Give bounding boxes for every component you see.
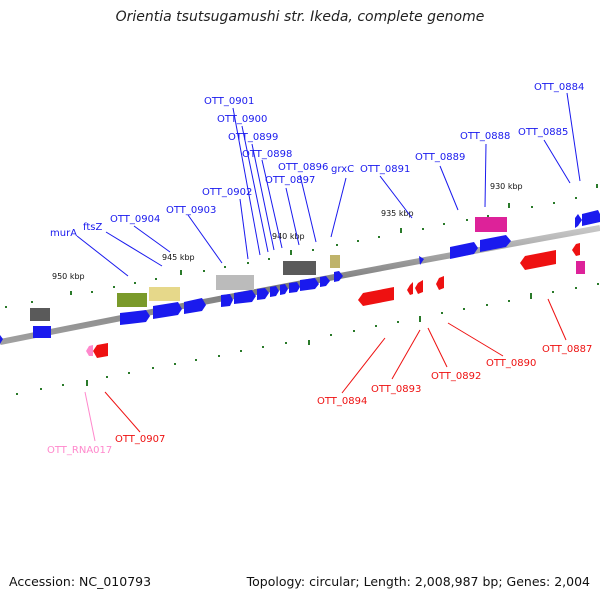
gene-arrow[interactable] <box>120 310 150 325</box>
gene-arrow[interactable] <box>257 288 269 300</box>
gene-arrow[interactable] <box>221 294 233 307</box>
rna-leader-line <box>84 391 96 442</box>
gene-label-ott-0904[interactable]: OTT_0904 <box>110 214 160 225</box>
gene-label-ott-0902[interactable]: OTT_0902 <box>202 187 252 198</box>
gene-arrow[interactable] <box>436 276 444 290</box>
gene-arrow[interactable] <box>334 271 343 282</box>
tick-track-upper <box>5 184 598 308</box>
gene-arrow[interactable] <box>93 343 108 358</box>
gene-label-ott-0898[interactable]: OTT_0898 <box>242 149 292 160</box>
gene-arrow[interactable] <box>575 214 582 228</box>
forward-strand-features <box>0 210 600 344</box>
gene-label-ott-0894[interactable]: OTT_0894 <box>317 396 367 407</box>
gene-arrow[interactable] <box>582 210 600 226</box>
scale-label-945: 945 kbp <box>162 253 195 262</box>
gene-arrow[interactable] <box>520 250 556 270</box>
gene-arrow[interactable] <box>184 298 206 314</box>
gene-label-ftsz[interactable]: ftsZ <box>83 222 102 233</box>
gene-arrow[interactable] <box>415 280 423 294</box>
gene-label-ott-0885[interactable]: OTT_0885 <box>518 127 568 138</box>
gene-arrow[interactable] <box>450 242 478 259</box>
gene-arrow[interactable] <box>480 235 511 252</box>
gene-box[interactable] <box>216 275 254 290</box>
gene-label-ott-0888[interactable]: OTT_0888 <box>460 131 510 142</box>
gene-arrow[interactable] <box>270 286 279 297</box>
gene-arrow[interactable] <box>572 243 580 256</box>
gene-box[interactable] <box>576 261 585 274</box>
tick-track-lower <box>16 283 599 395</box>
gene-box[interactable] <box>149 287 180 301</box>
genome-summary-text: Topology: circular; Length: 2,008,987 bp… <box>246 574 590 589</box>
gene-box[interactable] <box>283 261 316 275</box>
gene-label-ott-0893[interactable]: OTT_0893 <box>371 384 421 395</box>
forward-leader-lines <box>76 92 581 277</box>
gene-box[interactable] <box>330 255 340 268</box>
gene-arrow[interactable] <box>419 256 424 265</box>
gene-label-ott-0891[interactable]: OTT_0891 <box>360 164 410 175</box>
scale-label-930: 930 kbp <box>490 182 523 191</box>
gene-label-ott-0896[interactable]: OTT_0896 <box>278 162 328 173</box>
gene-label-ott-0892[interactable]: OTT_0892 <box>431 371 481 382</box>
gene-arrow[interactable] <box>153 302 182 319</box>
gene-label-ott-0903[interactable]: OTT_0903 <box>166 205 216 216</box>
rna-arrow[interactable] <box>86 345 93 356</box>
gene-box[interactable] <box>33 326 51 338</box>
gene-label-ott-0901[interactable]: OTT_0901 <box>204 96 254 107</box>
scale-label-950: 950 kbp <box>52 272 85 281</box>
gene-label-grxc[interactable]: grxC <box>331 164 354 175</box>
reverse-leader-lines <box>104 298 567 433</box>
gene-arrow[interactable] <box>300 278 319 291</box>
gene-label-ott-rna017[interactable]: OTT_RNA017 <box>47 445 112 456</box>
gene-arrow[interactable] <box>358 287 394 306</box>
gene-arrow[interactable] <box>320 276 330 287</box>
gene-label-ott-0890[interactable]: OTT_0890 <box>486 358 536 369</box>
gene-label-ott-0884[interactable]: OTT_0884 <box>534 82 584 93</box>
gene-box[interactable] <box>475 217 507 232</box>
gene-arrow[interactable] <box>407 282 413 295</box>
scale-label-935: 935 kbp <box>381 209 414 218</box>
scale-label-940: 940 kbp <box>272 232 305 241</box>
gene-box[interactable] <box>30 308 50 321</box>
gene-label-ott-0887[interactable]: OTT_0887 <box>542 344 592 355</box>
gene-label-ott-0907[interactable]: OTT_0907 <box>115 434 165 445</box>
map-title: Orientia tsutsugamushi str. Ikeda, compl… <box>115 9 485 25</box>
gene-box[interactable] <box>117 293 147 307</box>
gene-arrow[interactable] <box>289 282 300 293</box>
gene-label-ott-0889[interactable]: OTT_0889 <box>415 152 465 163</box>
reverse-strand-features <box>86 243 585 358</box>
gene-label-ott-0899[interactable]: OTT_0899 <box>228 132 278 143</box>
gene-label-ott-0897[interactable]: OTT_0897 <box>265 175 315 186</box>
accession-text: Accession: NC_010793 <box>9 574 152 589</box>
gene-arrow[interactable] <box>234 290 256 304</box>
gene-label-mura[interactable]: murA <box>50 228 77 239</box>
gene-arrow[interactable] <box>0 335 3 344</box>
gene-label-ott-0900[interactable]: OTT_0900 <box>217 114 267 125</box>
gene-arrow[interactable] <box>280 284 288 295</box>
